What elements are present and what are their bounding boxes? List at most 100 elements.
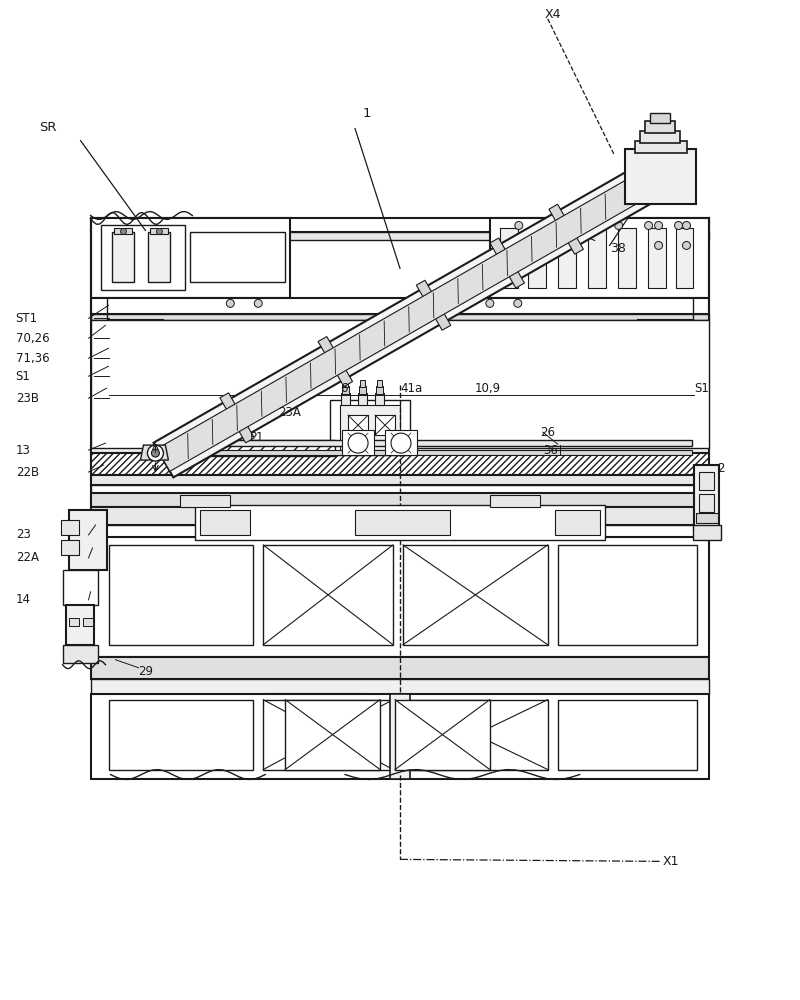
Polygon shape (416, 280, 450, 330)
Bar (697, 513, 718, 523)
Polygon shape (490, 238, 525, 288)
Text: 36: 36 (542, 444, 558, 457)
Text: SR: SR (38, 121, 56, 134)
Text: 2: 2 (718, 462, 725, 475)
Bar (699, 494, 714, 512)
Bar (200, 510, 250, 535)
Bar (647, 386, 678, 406)
Bar (90, 453, 710, 475)
Bar (90, 537, 710, 657)
Bar (528, 228, 546, 288)
Bar (634, 141, 686, 153)
Bar (114, 228, 133, 234)
Bar (163, 450, 693, 455)
Bar (694, 465, 719, 530)
Bar (375, 393, 384, 405)
Bar (90, 475, 710, 485)
Bar (343, 380, 348, 387)
Circle shape (226, 299, 234, 307)
Bar (642, 352, 662, 367)
Bar (358, 393, 367, 405)
Text: S1: S1 (16, 370, 30, 383)
Circle shape (391, 433, 411, 453)
Bar (330, 400, 410, 455)
Bar (190, 440, 335, 456)
Text: ST1: ST1 (16, 312, 38, 325)
Polygon shape (549, 204, 583, 254)
Bar (342, 430, 374, 455)
Circle shape (121, 228, 126, 234)
Circle shape (682, 241, 690, 249)
Bar (650, 113, 670, 123)
Bar (263, 545, 393, 645)
Circle shape (645, 221, 653, 229)
Text: 13: 13 (16, 444, 30, 457)
Bar (558, 700, 698, 770)
Bar (113, 352, 133, 367)
Polygon shape (157, 167, 661, 471)
Bar (113, 325, 133, 350)
Bar (90, 218, 710, 232)
Text: 23: 23 (16, 528, 30, 541)
Bar (121, 386, 146, 406)
Bar (403, 545, 548, 645)
Bar (588, 228, 606, 288)
Bar (376, 386, 383, 394)
Bar (639, 131, 679, 143)
Circle shape (157, 228, 162, 234)
Bar (109, 424, 122, 442)
Bar (90, 218, 290, 298)
Bar (263, 700, 393, 770)
Bar (618, 228, 635, 288)
Text: 70,26: 70,26 (16, 332, 50, 345)
Circle shape (682, 221, 690, 229)
Bar (403, 700, 548, 770)
Bar (121, 418, 142, 448)
Bar (190, 232, 285, 282)
Bar (113, 232, 134, 282)
Bar (90, 694, 710, 779)
Text: 71,36: 71,36 (16, 352, 50, 365)
Bar (62, 570, 98, 605)
Text: 26: 26 (540, 426, 554, 439)
Bar (90, 232, 710, 240)
Bar (395, 700, 490, 770)
Polygon shape (318, 337, 353, 387)
Bar (490, 495, 540, 507)
Bar (69, 618, 78, 626)
Bar (82, 618, 93, 626)
Bar (90, 314, 710, 320)
Polygon shape (141, 445, 169, 460)
Bar (66, 605, 94, 645)
Bar (285, 719, 345, 739)
Bar (675, 228, 694, 288)
Circle shape (654, 241, 662, 249)
Circle shape (486, 299, 494, 307)
Bar (645, 121, 674, 133)
Bar (109, 545, 254, 645)
Bar (377, 380, 382, 387)
Bar (149, 232, 170, 282)
Bar (90, 298, 710, 314)
Bar (90, 525, 710, 537)
Bar (359, 386, 366, 394)
Circle shape (151, 449, 159, 457)
Bar (90, 657, 710, 679)
Bar (138, 325, 158, 350)
Bar (61, 520, 78, 535)
Circle shape (254, 299, 262, 307)
Text: 10,9: 10,9 (475, 382, 501, 395)
Text: 38: 38 (610, 242, 626, 255)
Bar (694, 525, 722, 540)
Bar (360, 380, 365, 387)
Bar (348, 415, 368, 435)
Bar (90, 507, 710, 525)
Polygon shape (633, 196, 662, 204)
Bar (355, 510, 450, 535)
Bar (340, 405, 400, 450)
Bar (180, 495, 230, 507)
Circle shape (514, 299, 522, 307)
Text: 29: 29 (138, 665, 154, 678)
Bar (62, 645, 98, 663)
Bar (90, 679, 710, 694)
